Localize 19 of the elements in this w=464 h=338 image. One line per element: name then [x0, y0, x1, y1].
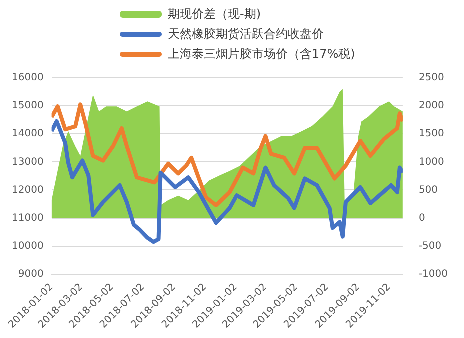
y2-tick-label: -500 — [418, 240, 442, 252]
y-tick-label: 14000 — [12, 128, 44, 140]
y2-tick-label: 2000 — [418, 100, 444, 112]
y-tick-label: 9000 — [18, 269, 44, 280]
y-tick-label: 15000 — [12, 100, 44, 112]
y-tick-label: 12000 — [12, 184, 44, 196]
y-tick-label: 10000 — [12, 240, 44, 252]
y-tick-label: 13000 — [12, 156, 44, 168]
y2-tick-label: 1500 — [418, 128, 444, 140]
y2-tick-label: -1000 — [418, 269, 448, 280]
y-tick-label: 16000 — [12, 72, 44, 84]
y-tick-label: 11000 — [12, 212, 44, 224]
y2-tick-label: 500 — [418, 184, 438, 196]
y2-tick-label: 0 — [418, 212, 426, 224]
legend-label: 期现价差（现-期) — [168, 6, 262, 23]
legend-label: 上海泰三烟片胶市场价（含17%税) — [168, 46, 356, 63]
legend-label: 天然橡胶期货活跃合约收盘价 — [168, 26, 324, 43]
y2-tick-label: 2500 — [418, 72, 444, 84]
y2-tick-label: 1000 — [418, 156, 444, 168]
